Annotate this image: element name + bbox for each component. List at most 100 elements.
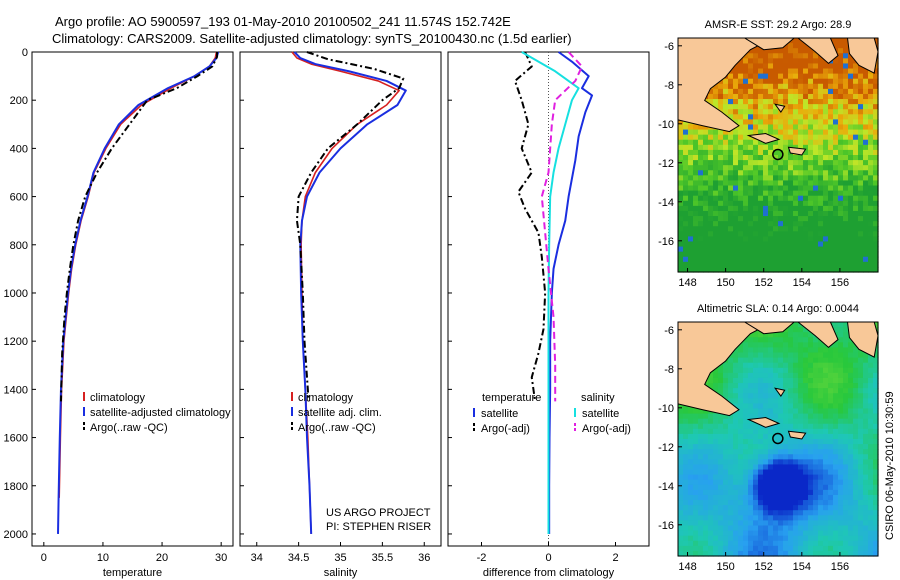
map-cell (833, 83, 839, 90)
map-cell (708, 545, 714, 552)
map-cell (778, 413, 784, 420)
map-cell (718, 236, 724, 243)
map-cell (848, 535, 854, 542)
map-cell (753, 464, 759, 471)
map-cell (698, 444, 704, 450)
map-cell (813, 489, 819, 496)
map-cell (818, 383, 824, 389)
map-cell (728, 104, 734, 110)
map-cell (818, 342, 824, 349)
map-cell (803, 418, 809, 425)
map-cell (808, 149, 814, 156)
map-cell (828, 216, 834, 222)
map-cell (808, 99, 814, 105)
map-cell (703, 175, 709, 182)
map-cell (773, 444, 779, 450)
map-cell (783, 454, 789, 460)
map-cell (753, 428, 759, 435)
map-cell (863, 418, 869, 425)
map-cell (758, 469, 764, 476)
map-cell (738, 408, 744, 415)
map-cell (743, 99, 749, 105)
map-cell (763, 266, 769, 273)
map-cell (703, 433, 709, 440)
map-cell (738, 129, 744, 136)
map-cell (793, 48, 799, 54)
map-cell (868, 403, 874, 410)
map-cell (798, 88, 804, 95)
map-cell (788, 246, 794, 253)
map-cell (833, 494, 839, 501)
map-cell (738, 175, 744, 182)
map-cell (793, 520, 799, 527)
map-cell (713, 515, 719, 521)
map-cell (753, 459, 759, 466)
map-cell (828, 155, 834, 161)
map-cell (868, 226, 874, 232)
map-cell (678, 510, 684, 516)
map-cell (858, 469, 864, 476)
map-cell (703, 439, 709, 445)
map-cell (823, 530, 829, 537)
map-cell (728, 246, 734, 253)
map-cell (823, 372, 829, 379)
map-cell (678, 489, 684, 496)
map-cell (748, 155, 754, 161)
map-cell (703, 251, 709, 258)
map-cell (848, 408, 854, 415)
map-cell (838, 332, 844, 338)
map-cell (768, 48, 774, 54)
map-cell (768, 109, 774, 115)
map-cell (723, 393, 729, 399)
map-cell (813, 530, 819, 537)
map-cell (693, 418, 699, 425)
map-cell (678, 530, 684, 537)
map-cell (763, 144, 769, 151)
map-cell (738, 464, 744, 471)
map-cell (823, 413, 829, 420)
map-cell (793, 515, 799, 521)
map-cell (768, 119, 774, 126)
map-cell (798, 109, 804, 115)
map-cell (843, 114, 849, 120)
map-cell (843, 479, 849, 486)
map-cell (848, 357, 854, 364)
map-cell (748, 398, 754, 404)
map-cell (808, 246, 814, 253)
map-cell (808, 540, 814, 547)
map-cell (823, 63, 829, 70)
map-cell (813, 124, 819, 131)
map-cell (733, 439, 739, 445)
map-cell (793, 226, 799, 232)
map-cell (713, 170, 719, 176)
map-cell (743, 464, 749, 471)
map-cell (708, 129, 714, 136)
map-cell (838, 139, 844, 146)
map-cell (873, 500, 879, 506)
map-cell (753, 398, 759, 404)
map-cell (773, 216, 779, 222)
map-cell (793, 210, 799, 217)
map-cell (748, 388, 754, 394)
map-cell (853, 114, 859, 120)
map-cell (748, 139, 754, 146)
map-cell (828, 226, 834, 232)
y-tick-label: 200 (10, 95, 28, 107)
map-cell (863, 494, 869, 501)
map-cell (718, 104, 724, 110)
map-cell (763, 63, 769, 70)
map-cell (843, 500, 849, 506)
map-cell (868, 439, 874, 445)
map-cell (868, 408, 874, 415)
map-cell (793, 256, 799, 263)
map-cell (858, 372, 864, 379)
map-cell (728, 510, 734, 516)
map-cell (823, 170, 829, 176)
map-cell (718, 266, 724, 273)
map-cell (788, 332, 794, 338)
map-cell (798, 393, 804, 399)
map-cell (798, 362, 804, 369)
map-cell (773, 241, 779, 248)
map-cell (748, 200, 754, 207)
map-cell (778, 428, 784, 435)
